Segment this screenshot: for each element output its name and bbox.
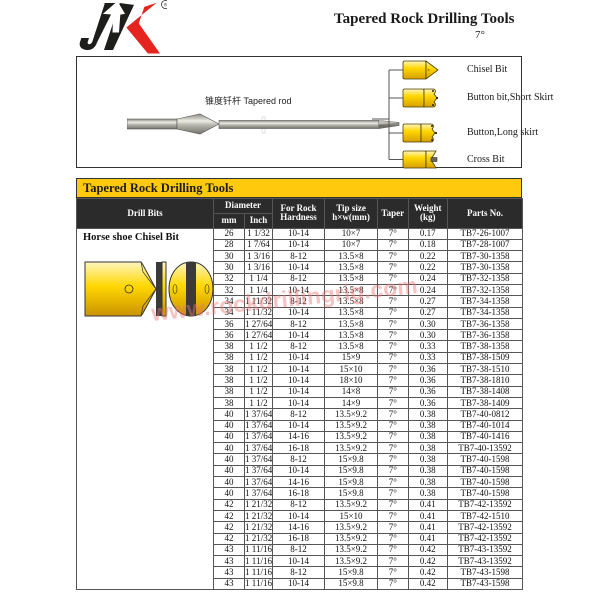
svg-text:D: D [213,286,214,294]
svg-text:®: ® [164,2,167,8]
